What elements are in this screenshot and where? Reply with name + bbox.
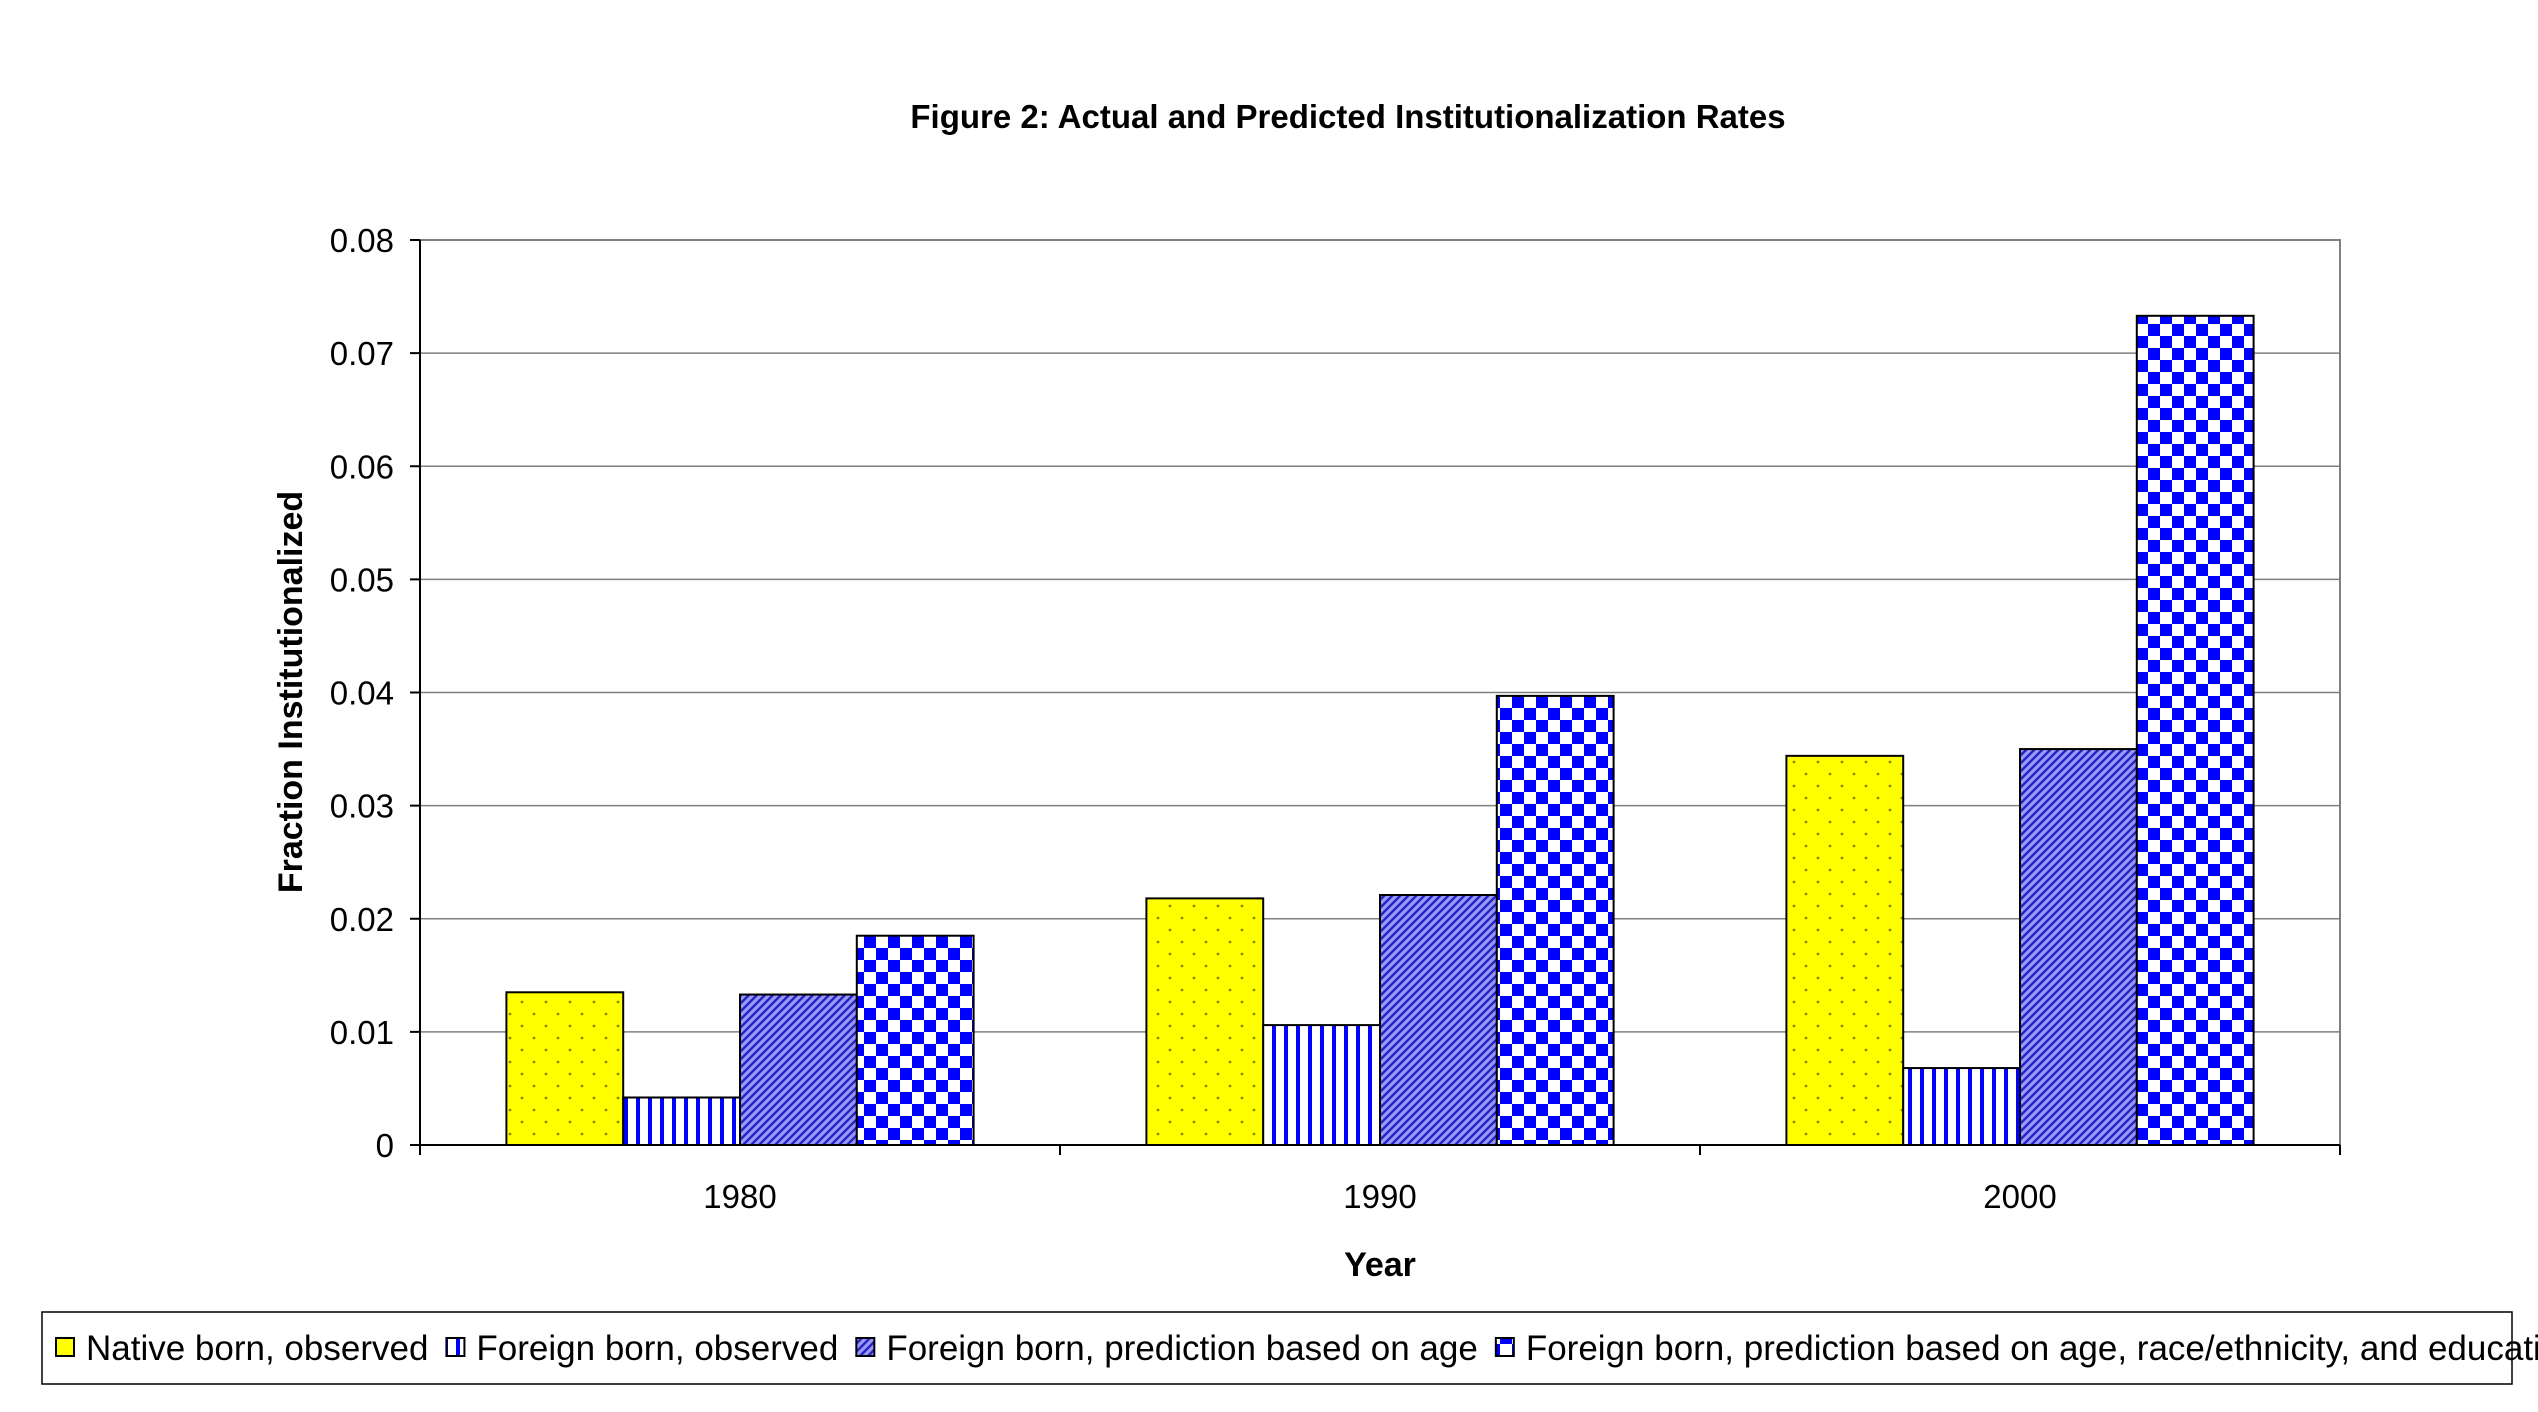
legend-label: Foreign born, prediction based on age xyxy=(886,1329,1478,1368)
legend-label: Native born, observed xyxy=(86,1329,428,1368)
legend-swatch xyxy=(1494,1337,1515,1357)
bar-1990-series-2 xyxy=(1262,1024,1381,1147)
y-tick-label: 0.06 xyxy=(330,448,394,485)
legend-swatch xyxy=(445,1337,466,1357)
x-tick-label: 1990 xyxy=(1343,1178,1416,1215)
chart-title: Figure 2: Actual and Predicted Instituti… xyxy=(910,98,1785,135)
legend-label: Foreign born, prediction based on age, r… xyxy=(1526,1329,2538,1368)
bar-1980-series-4 xyxy=(855,934,975,1146)
legend-label: Foreign born, observed xyxy=(476,1329,838,1368)
bar-1990-series-4 xyxy=(1495,694,1615,1146)
bar-1990-series-3 xyxy=(1379,893,1498,1147)
y-tick-label: 0.05 xyxy=(330,561,394,598)
gridlines xyxy=(420,239,2340,1033)
x-axis-ticks: 1980 1990 2000 xyxy=(419,1145,2341,1215)
y-tick-label: 0.04 xyxy=(330,675,394,712)
x-tick-label: 1980 xyxy=(703,1178,776,1215)
y-axis-ticks: 0 0.01 0.02 0.03 0.04 0.05 0.06 0.07 0.08 xyxy=(330,222,420,1164)
bar-2000-series-4 xyxy=(2135,314,2255,1146)
y-tick-label: 0.01 xyxy=(330,1014,394,1051)
bar-1980-series-1 xyxy=(505,991,625,1146)
bar-1980-series-2 xyxy=(622,1096,742,1147)
y-tick-label: 0.02 xyxy=(330,901,394,938)
bar-2000-series-2 xyxy=(1902,1067,2021,1146)
y-axis-title: Fraction Institutionalized xyxy=(272,491,310,893)
legend: Native born, observed Foreign born, obser… xyxy=(41,1311,2538,1385)
bar-1990-series-1 xyxy=(1145,897,1265,1147)
y-tick-label: 0 xyxy=(376,1127,394,1164)
bar-2000-series-1 xyxy=(1785,754,1905,1146)
bars xyxy=(505,314,2255,1147)
y-tick-label: 0.07 xyxy=(330,335,394,372)
y-tick-label: 0.03 xyxy=(330,788,394,825)
bar-1980-series-3 xyxy=(739,993,858,1147)
bar-2000-series-3 xyxy=(2019,748,2138,1146)
y-tick-label: 0.08 xyxy=(330,222,394,259)
legend-swatch xyxy=(855,1337,876,1357)
x-tick-label: 2000 xyxy=(1983,1178,2056,1215)
x-axis-title: Year xyxy=(1344,1246,1416,1284)
legend-swatch xyxy=(55,1337,75,1357)
